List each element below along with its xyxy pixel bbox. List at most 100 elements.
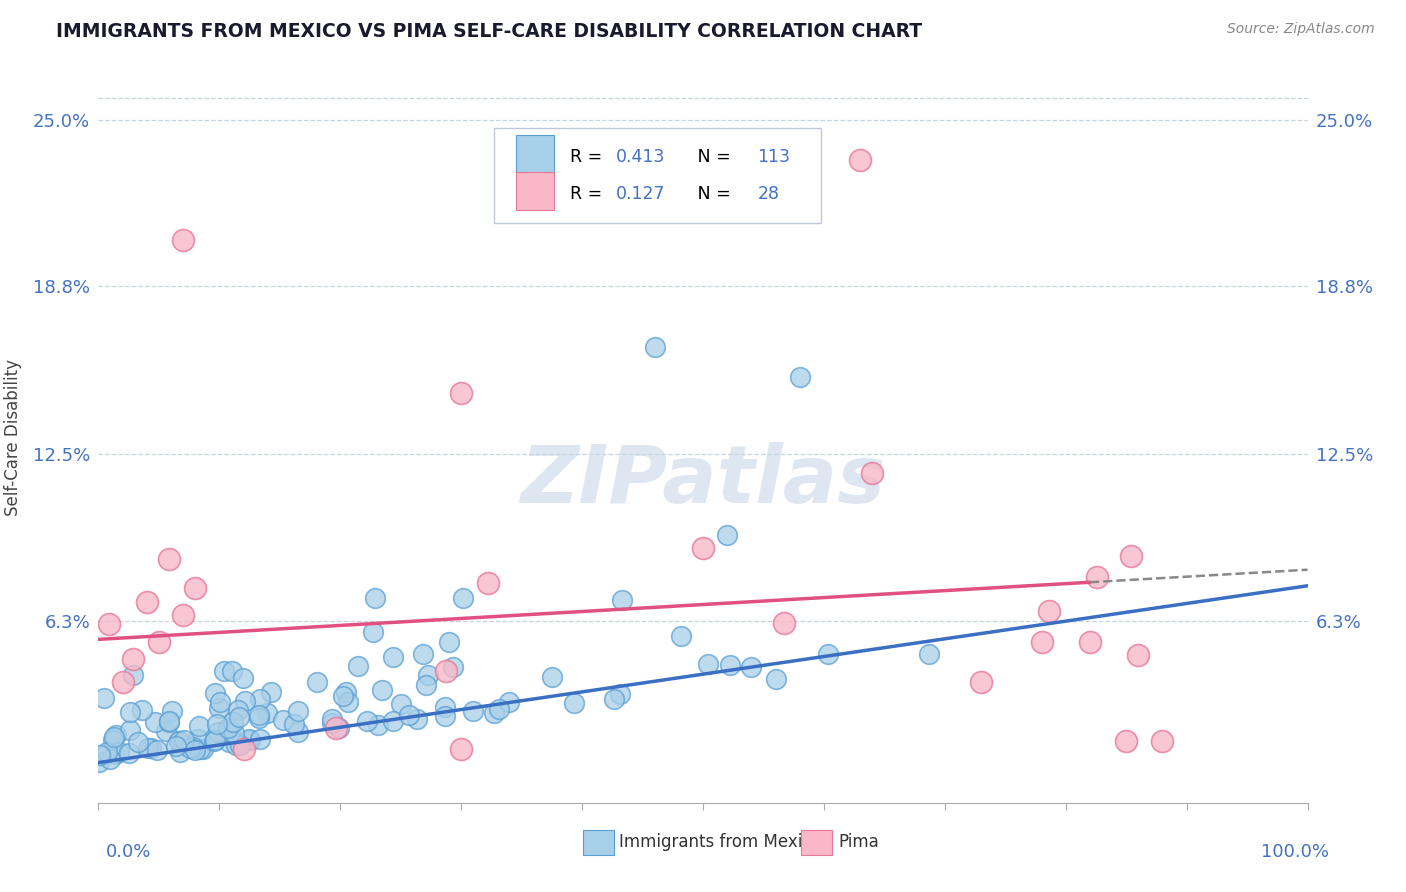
- Point: [136, 740, 159, 755]
- Point: [817, 647, 839, 661]
- Point: [434, 709, 457, 723]
- Point: [218, 734, 240, 748]
- Text: 100.0%: 100.0%: [1261, 843, 1329, 861]
- Point: [381, 649, 404, 664]
- Y-axis label: Self-Care Disability: Self-Care Disability: [4, 359, 21, 516]
- Point: [89, 747, 111, 762]
- Point: [321, 716, 343, 731]
- Point: [1115, 734, 1137, 748]
- Text: Pima: Pima: [838, 833, 879, 851]
- Point: [696, 657, 718, 671]
- Point: [1038, 605, 1060, 619]
- Point: [356, 714, 378, 728]
- Point: [765, 672, 787, 686]
- Point: [218, 724, 240, 739]
- Point: [287, 725, 309, 739]
- Text: Immigrants from Mexico: Immigrants from Mexico: [619, 833, 821, 851]
- Point: [860, 467, 883, 481]
- Text: 0.127: 0.127: [616, 185, 665, 202]
- Point: [157, 714, 180, 728]
- Point: [463, 704, 485, 718]
- Point: [226, 703, 249, 717]
- Point: [179, 741, 201, 756]
- Point: [283, 717, 305, 731]
- Point: [217, 721, 239, 735]
- Point: [238, 732, 260, 747]
- Point: [204, 732, 226, 747]
- Point: [221, 664, 243, 678]
- Point: [104, 747, 127, 761]
- Point: [416, 668, 439, 682]
- Point: [692, 541, 714, 556]
- Point: [382, 714, 405, 728]
- Point: [184, 582, 207, 596]
- Text: 0.0%: 0.0%: [105, 843, 150, 861]
- Point: [157, 715, 180, 730]
- Point: [273, 713, 295, 727]
- Point: [222, 726, 245, 740]
- Point: [488, 702, 510, 716]
- Point: [122, 668, 145, 682]
- Point: [451, 591, 474, 606]
- Point: [120, 705, 142, 719]
- Point: [233, 693, 256, 707]
- Point: [181, 740, 204, 755]
- Point: [398, 707, 420, 722]
- Point: [970, 675, 993, 690]
- Point: [371, 682, 394, 697]
- Point: [169, 745, 191, 759]
- Point: [669, 628, 692, 642]
- Point: [332, 690, 354, 704]
- Point: [1085, 570, 1108, 584]
- Point: [789, 369, 811, 384]
- Point: [287, 704, 309, 718]
- Point: [335, 684, 357, 698]
- Point: [450, 385, 472, 400]
- Point: [498, 695, 520, 709]
- Point: [127, 735, 149, 749]
- Point: [172, 608, 194, 623]
- Point: [104, 728, 127, 742]
- Point: [232, 671, 254, 685]
- Point: [325, 721, 347, 735]
- Bar: [516, 171, 554, 210]
- Point: [167, 734, 190, 748]
- Point: [364, 591, 387, 605]
- Point: [1031, 635, 1053, 649]
- Point: [145, 714, 167, 729]
- Point: [718, 658, 741, 673]
- Point: [450, 742, 472, 756]
- Point: [716, 528, 738, 542]
- Point: [228, 710, 250, 724]
- Point: [204, 686, 226, 700]
- Point: [918, 648, 941, 662]
- Point: [412, 648, 434, 662]
- Point: [148, 635, 170, 649]
- Text: Source: ZipAtlas.com: Source: ZipAtlas.com: [1227, 22, 1375, 37]
- Point: [415, 678, 437, 692]
- Point: [172, 233, 194, 247]
- Text: 0.413: 0.413: [616, 148, 665, 166]
- Text: 113: 113: [758, 148, 790, 166]
- Text: 28: 28: [758, 185, 779, 202]
- Point: [183, 743, 205, 757]
- Point: [434, 665, 457, 679]
- Point: [103, 730, 125, 744]
- Point: [167, 734, 190, 748]
- Point: [439, 634, 461, 648]
- Point: [118, 723, 141, 737]
- Point: [1128, 648, 1150, 663]
- Point: [484, 706, 506, 720]
- Point: [307, 675, 329, 690]
- Point: [346, 659, 368, 673]
- Point: [188, 742, 211, 756]
- Point: [644, 340, 666, 354]
- Point: [87, 755, 110, 769]
- Point: [165, 739, 187, 753]
- Point: [740, 660, 762, 674]
- Point: [155, 724, 177, 739]
- Point: [93, 690, 115, 705]
- Point: [541, 670, 564, 684]
- Point: [249, 732, 271, 747]
- Point: [849, 153, 872, 167]
